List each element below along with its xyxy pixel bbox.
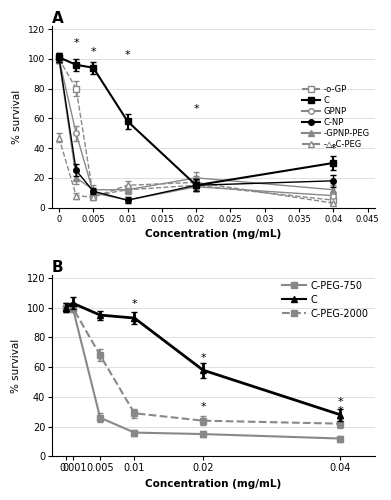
Text: *: * xyxy=(330,144,336,154)
Text: *: * xyxy=(200,402,206,412)
Text: *: * xyxy=(337,406,343,416)
Legend: C-PEG-750, C, C-PEG-2000: C-PEG-750, C, C-PEG-2000 xyxy=(278,277,373,322)
Text: *: * xyxy=(73,38,79,48)
Text: *: * xyxy=(125,50,130,60)
Y-axis label: % survival: % survival xyxy=(13,90,22,144)
Legend: -o-GP, C, GPNP, C-NP, -GPNP-PEG, -△-C-PEG: -o-GP, C, GPNP, C-NP, -GPNP-PEG, -△-C-PE… xyxy=(298,82,373,152)
Text: *: * xyxy=(194,104,199,114)
Text: *: * xyxy=(90,48,96,58)
Text: B: B xyxy=(52,260,64,275)
Y-axis label: % survival: % survival xyxy=(11,338,21,393)
Text: *: * xyxy=(337,398,343,407)
X-axis label: Concentration (mg/mL): Concentration (mg/mL) xyxy=(145,229,282,239)
Text: A: A xyxy=(52,11,64,26)
X-axis label: Concentration (mg/mL): Concentration (mg/mL) xyxy=(145,479,282,489)
Text: *: * xyxy=(132,299,137,309)
Text: *: * xyxy=(200,352,206,362)
